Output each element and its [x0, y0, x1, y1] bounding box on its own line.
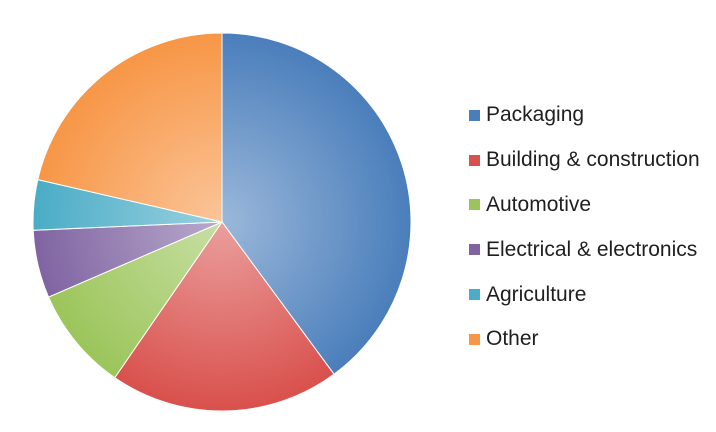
chart-legend: Packaging Building & construction Automoti…	[469, 93, 700, 362]
legend-item-automotive: Automotive	[469, 183, 700, 228]
pie-slice-building-and-construction	[114, 221, 335, 412]
pie-slice-automotive	[47, 220, 224, 379]
legend-label: Packaging	[486, 103, 585, 127]
legend-label: Electrical & electronics	[486, 237, 698, 261]
legend-item-other: Other	[469, 317, 700, 362]
legend-item-electrical-and-electronics: Electrical & electronics	[469, 227, 700, 272]
legend-label: Agriculture	[486, 282, 587, 306]
legend-item-building-and-construction: Building & construction	[469, 138, 700, 183]
legend-swatch	[469, 333, 480, 345]
legend-label: Other	[486, 327, 539, 351]
legend-item-packaging: Packaging	[469, 93, 700, 138]
legend-item-agriculture: Agriculture	[469, 272, 700, 317]
legend-swatch	[469, 289, 480, 301]
pie-slice-packaging	[221, 32, 412, 375]
legend-swatch	[469, 154, 480, 166]
legend-label: Building & construction	[486, 148, 700, 172]
legend-swatch	[469, 109, 480, 121]
legend-swatch	[469, 199, 480, 211]
legend-swatch	[469, 244, 480, 256]
pie-slice-other	[37, 32, 223, 223]
legend-label: Automotive	[486, 192, 592, 216]
